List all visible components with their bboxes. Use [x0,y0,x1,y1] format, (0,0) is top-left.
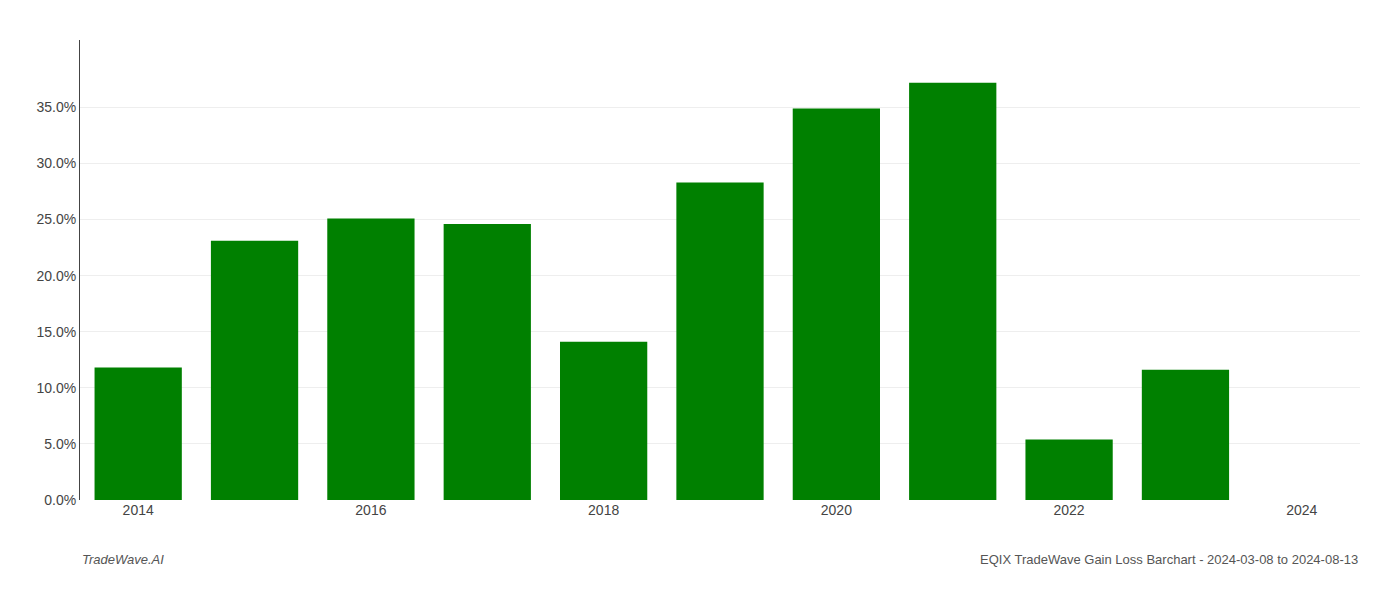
svg-text:0.0%: 0.0% [44,492,76,508]
svg-text:2018: 2018 [588,502,619,518]
svg-text:30.0%: 30.0% [36,155,76,171]
svg-text:2022: 2022 [1054,502,1085,518]
svg-text:EQIX TradeWave Gain Loss Barch: EQIX TradeWave Gain Loss Barchart - 2024… [980,552,1358,567]
svg-text:5.0%: 5.0% [44,436,76,452]
svg-text:25.0%: 25.0% [36,211,76,227]
svg-text:10.0%: 10.0% [36,380,76,396]
svg-text:15.0%: 15.0% [36,324,76,340]
svg-text:35.0%: 35.0% [36,99,76,115]
svg-text:2016: 2016 [355,502,386,518]
svg-text:2020: 2020 [821,502,852,518]
svg-text:2014: 2014 [123,502,154,518]
svg-text:TradeWave.AI: TradeWave.AI [82,552,164,567]
svg-text:20.0%: 20.0% [36,268,76,284]
svg-text:2024: 2024 [1286,502,1317,518]
